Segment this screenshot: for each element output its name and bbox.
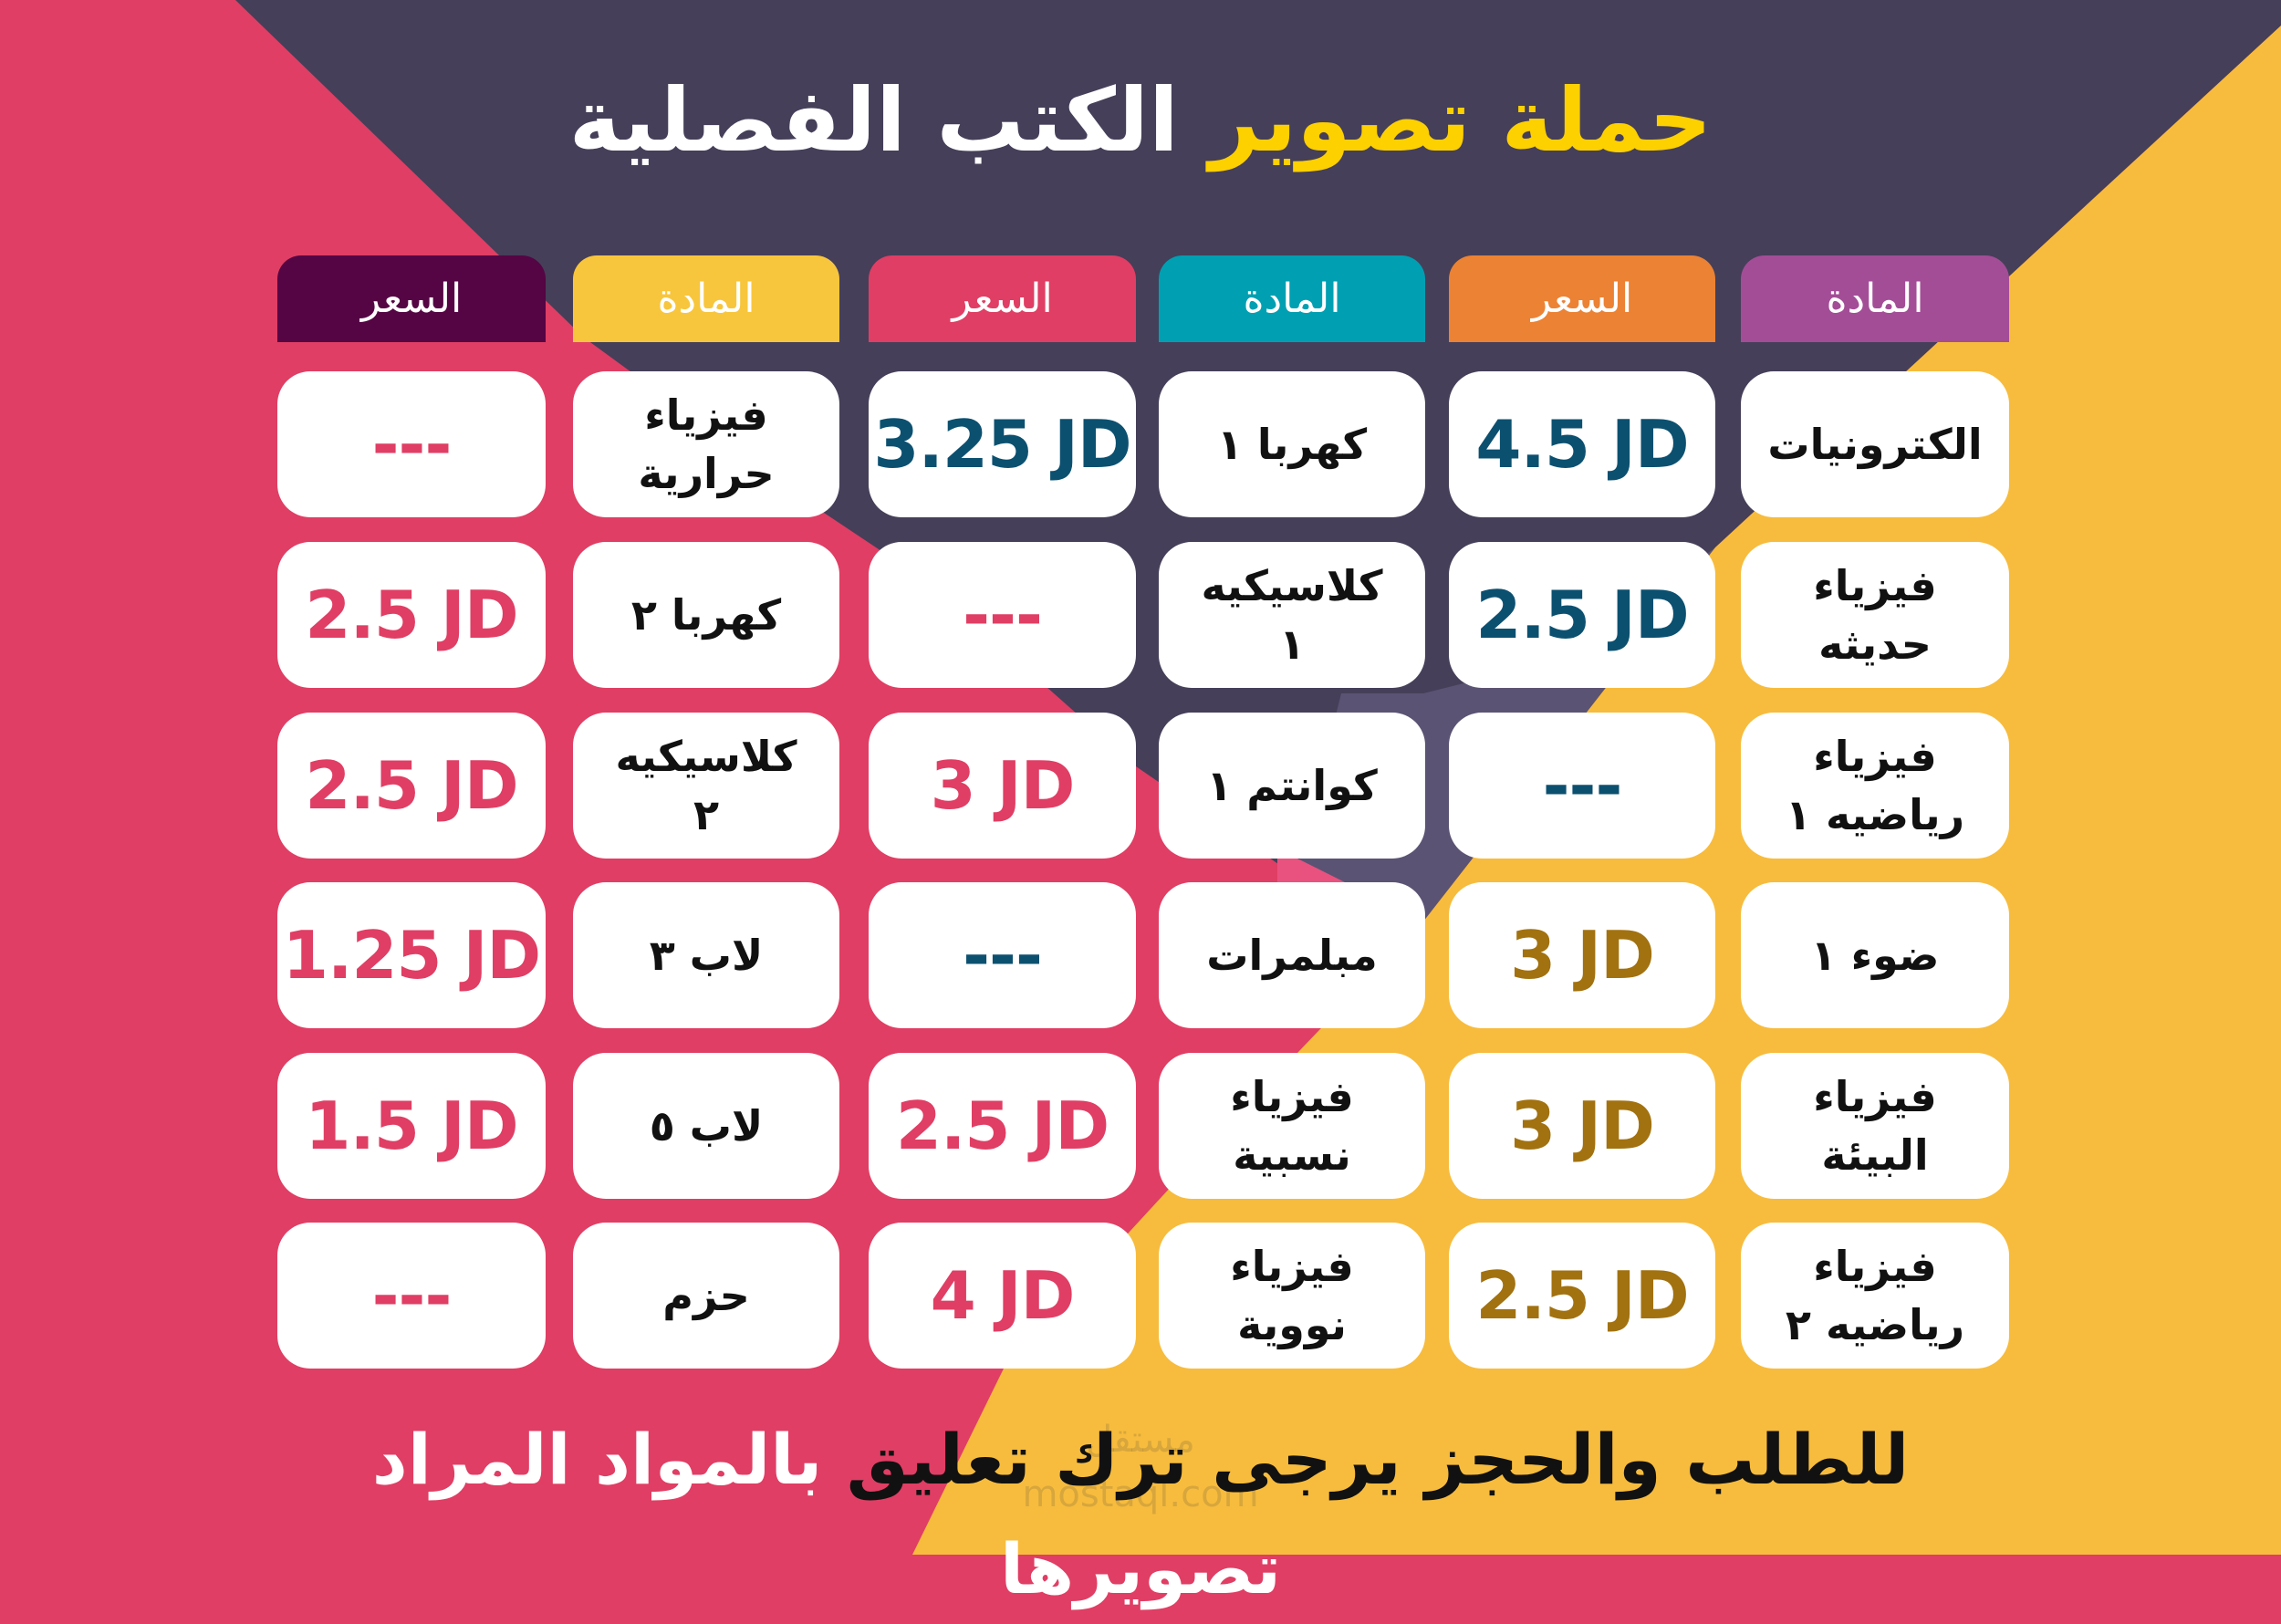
header-label: السعر [952, 276, 1053, 322]
price-text: 1.5 JD [305, 1088, 518, 1164]
subject-cell: فيزياء رياضيه ١ [1741, 713, 2009, 859]
price-cell: --- [277, 1223, 546, 1369]
price-cell: 2.5 JD [1449, 542, 1715, 688]
title-word-books: الكتب الفصلية [568, 69, 1179, 172]
price-cell: 4.5 JD [1449, 371, 1715, 517]
subject-cell: فيزياء حديثه [1741, 542, 2009, 688]
price-cell: --- [1449, 713, 1715, 859]
subject-text: فيزياء نسبية [1230, 1072, 1354, 1180]
price-text: --- [371, 1257, 453, 1334]
watermark: مستقل mostaql.com [1004, 1412, 1277, 1522]
price-text: 2.5 JD [305, 577, 518, 653]
subject-text: فيزياء حديثه [1813, 561, 1937, 669]
price-cell: 3 JD [1449, 1053, 1715, 1199]
price-text: 3 JD [1510, 917, 1655, 994]
title-word-campaign: حملة [1501, 69, 1713, 172]
subject-cell: ضوء ١ [1741, 882, 2009, 1028]
header-label: المادة [657, 276, 755, 322]
subject-cell: حزم [573, 1223, 839, 1369]
subject-text: كهربا ٢ [630, 590, 782, 640]
price-cell: 2.5 JD [869, 1053, 1136, 1199]
header-price-1: السعر [1449, 255, 1715, 342]
subject-text: فيزياء البيئة [1813, 1072, 1937, 1180]
footer-dark-text: للطلب والحجز يرجى ترك تعليق [846, 1419, 1910, 1500]
subject-cell: كهربا ٢ [573, 542, 839, 688]
price-cell: 4 JD [869, 1223, 1136, 1369]
price-cell: 3 JD [869, 713, 1136, 859]
price-cell: 3 JD [1449, 882, 1715, 1028]
subject-cell: كوانتم ١ [1159, 713, 1425, 859]
price-text: --- [1542, 747, 1623, 824]
footer-instructions: للطلب والحجز يرجى ترك تعليق بالمواد المر… [255, 1405, 2026, 1624]
header-label: السعر [360, 276, 463, 322]
subject-cell: كهربا ١ [1159, 371, 1425, 517]
subject-text: فيزياء رياضيه ٢ [1785, 1242, 1965, 1349]
subject-text: لاب ٣ [649, 931, 764, 980]
header-label: السعر [1531, 276, 1633, 322]
subject-cell: فيزياء نووية [1159, 1223, 1425, 1369]
watermark-arabic: مستقل [1086, 1419, 1195, 1461]
price-text: --- [963, 577, 1043, 653]
subject-text: فيزياء حرارية [638, 390, 775, 498]
subject-text: كلاسيكيه ٢ [615, 732, 797, 839]
subject-text: الكترونيات [1767, 420, 1983, 469]
price-text: 2.5 JD [1475, 577, 1689, 653]
subject-text: كوانتم ١ [1206, 761, 1378, 810]
subject-text: فيزياء نووية [1230, 1242, 1354, 1349]
price-text: 2.5 JD [895, 1088, 1109, 1164]
subject-text: لاب ٥ [649, 1101, 764, 1150]
subject-cell: مبلمرات [1159, 882, 1425, 1028]
price-cell: --- [869, 542, 1136, 688]
title-word-photocopy: تصوير [1209, 69, 1471, 172]
subject-cell: فيزياء نسبية [1159, 1053, 1425, 1199]
price-cell: 3.25 JD [869, 371, 1136, 517]
price-cell: 2.5 JD [277, 713, 546, 859]
price-cell: 2.5 JD [277, 542, 546, 688]
price-text: 3 JD [930, 747, 1076, 824]
price-text: 3.25 JD [873, 406, 1131, 483]
header-subject-3: المادة [573, 255, 839, 342]
price-cell: --- [277, 371, 546, 517]
price-text: 4 JD [930, 1257, 1076, 1334]
subject-cell: كلاسيكيه ١ [1159, 542, 1425, 688]
price-cell: 1.5 JD [277, 1053, 546, 1199]
price-cell: 2.5 JD [1449, 1223, 1715, 1369]
subject-cell: كلاسيكيه ٢ [573, 713, 839, 859]
price-cell: 1.25 JD [277, 882, 546, 1028]
price-text: 2.5 JD [305, 747, 518, 824]
subject-cell: فيزياء رياضيه ٢ [1741, 1223, 2009, 1369]
header-subject-2: المادة [1159, 255, 1425, 342]
subject-cell: الكترونيات [1741, 371, 2009, 517]
subject-text: حزم [662, 1271, 750, 1320]
subject-text: فيزياء رياضيه ١ [1785, 732, 1965, 839]
subject-cell: لاب ٥ [573, 1053, 839, 1199]
subject-cell: لاب ٣ [573, 882, 839, 1028]
subject-cell: فيزياء البيئة [1741, 1053, 2009, 1199]
subject-text: كلاسيكيه ١ [1201, 561, 1383, 669]
subject-text: ضوء ١ [1810, 931, 1940, 980]
page-title: حملة تصوير الكتب الفصلية [0, 57, 2281, 184]
price-cell: --- [869, 882, 1136, 1028]
header-price-2: السعر [869, 255, 1136, 342]
subject-cell: فيزياء حرارية [573, 371, 839, 517]
header-label: المادة [1826, 276, 1924, 322]
subject-text: مبلمرات [1206, 931, 1378, 980]
header-subject-1: المادة [1741, 255, 2009, 342]
price-text: 1.25 JD [282, 917, 541, 994]
watermark-latin: mostaql.com [1022, 1473, 1259, 1515]
subject-text: كهربا ١ [1216, 420, 1368, 469]
price-text: --- [371, 406, 453, 483]
price-text: --- [963, 917, 1043, 994]
header-label: المادة [1243, 276, 1341, 322]
price-text: 2.5 JD [1475, 1257, 1689, 1334]
price-text: 3 JD [1510, 1088, 1655, 1164]
header-price-3: السعر [277, 255, 546, 342]
price-text: 4.5 JD [1475, 406, 1689, 483]
